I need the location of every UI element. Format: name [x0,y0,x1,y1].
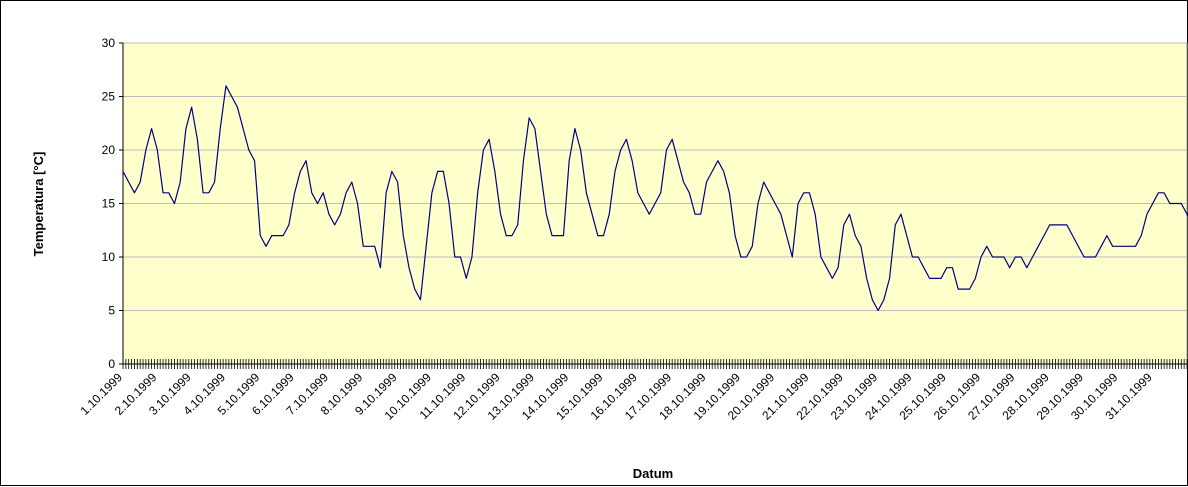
temperature-series-line [122,85,1188,312]
y-axis: 0 5 10 15 20 25 30 [102,36,124,371]
y-tick-label: 25 [102,90,116,104]
y-tick-label: 5 [108,304,115,318]
y-axis-title: Temperatura [°C] [31,152,46,257]
gridlines [123,42,1187,311]
y-tick-label: 10 [102,250,116,264]
y-tick-label: 15 [102,197,116,211]
y-tick-label: 30 [102,36,116,50]
y-tick-label: 20 [102,143,116,157]
y-tick-label: 0 [108,357,115,371]
x-axis-title: Datum [633,466,673,481]
x-tick-marks [122,359,1188,369]
x-axis: 1.10.19992.10.19993.10.19994.10.19995.10… [77,359,1188,423]
